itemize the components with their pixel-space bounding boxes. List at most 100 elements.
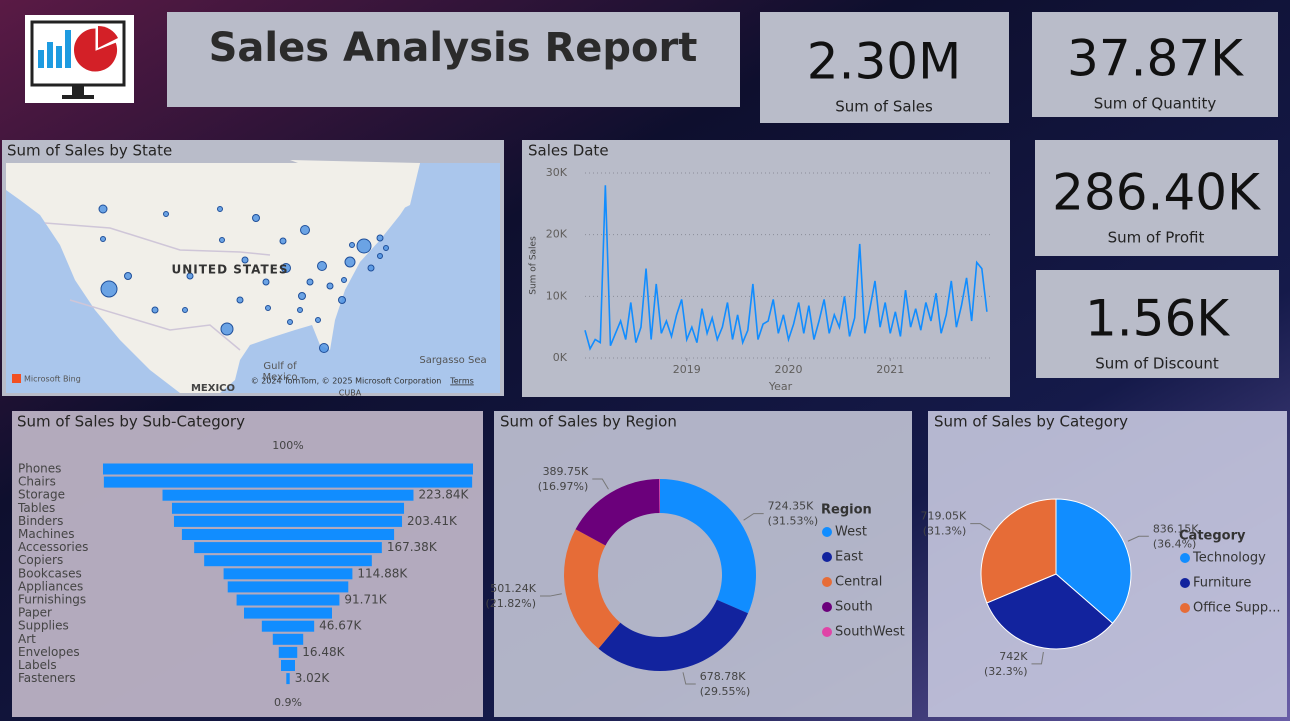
x-axis-title: Year (768, 380, 793, 393)
legend-swatch (822, 577, 832, 587)
map-label: CUBA (339, 389, 362, 398)
panel-title: Sum of Sales by Sub-Category (17, 413, 245, 431)
y-tick-label: 10K (546, 289, 568, 302)
slice (986, 573, 1114, 650)
kpi-value: 2.30M (807, 33, 961, 91)
data-label-percent: (32.3%) (984, 665, 1028, 678)
map-label: MEXICO (191, 383, 235, 394)
legend-title: Region (821, 503, 872, 518)
legend-swatch (1180, 553, 1190, 563)
slice (598, 599, 749, 671)
map-label: Gulf of (263, 361, 297, 372)
funnel-bar (278, 646, 298, 658)
category-label: Paper (18, 606, 52, 620)
category-label: Labels (18, 658, 57, 672)
leader-line (592, 478, 609, 490)
panel-title: Sum of Sales by State (7, 142, 172, 160)
map-label: Mexico (263, 372, 298, 383)
slice (660, 479, 757, 614)
category-label: Copiers (18, 553, 63, 567)
data-label-percent: (16.97%) (538, 480, 589, 493)
funnel-bar (244, 607, 332, 619)
legend-swatch (822, 552, 832, 562)
funnel-bar (223, 568, 353, 580)
kpi-card (1035, 140, 1278, 256)
sales-line (584, 185, 988, 351)
y-axis-title: Sum of Sales (529, 236, 539, 295)
slice (575, 479, 660, 546)
y-tick-label: 30K (546, 166, 568, 179)
category-label: Art (18, 632, 36, 646)
legend-label: East (835, 550, 863, 565)
kpi-label: Sum of Discount (1095, 355, 1219, 373)
category-label: Tables (17, 501, 55, 515)
kpi-value: 37.87K (1067, 30, 1244, 88)
slice (1055, 498, 1132, 624)
legend-label: South (835, 600, 873, 615)
x-tick-label: 2019 (673, 363, 701, 376)
data-label: 719.05K (921, 510, 967, 523)
kpi-label: Sum of Profit (1108, 229, 1205, 247)
funnel-bar (272, 633, 304, 645)
legend-label: Technology (1192, 551, 1266, 566)
data-label: 501.24K (490, 582, 536, 595)
y-tick-label: 20K (546, 228, 568, 241)
funnel-bar (162, 489, 414, 501)
funnel-top-label: 100% (272, 439, 303, 452)
slice (564, 529, 621, 649)
category-label: Binders (18, 514, 63, 528)
data-label-percent: (31.53%) (768, 515, 819, 528)
map-attribution: © 2024 TomTom, © 2025 Microsoft Corporat… (251, 377, 442, 386)
y-tick-label: 0K (553, 351, 568, 364)
kpi-card (1032, 12, 1278, 117)
kpi-label: Sum of Sales (835, 98, 933, 116)
category-label: Bookcases (18, 566, 82, 580)
funnel-bar (181, 529, 395, 540)
category-label: Furnishings (18, 593, 86, 607)
data-label: 167.38K (387, 540, 438, 554)
panel-title: Sum of Sales by Category (934, 413, 1128, 431)
kpi-card (1036, 270, 1279, 378)
data-label: 223.84K (418, 488, 469, 502)
category-label: Envelopes (18, 645, 80, 659)
funnel-bar (171, 502, 405, 514)
funnel-bottom-label: 0.9% (274, 696, 302, 709)
legend-label: Furniture (1193, 576, 1251, 591)
funnel-bar (173, 515, 403, 527)
legend-label: Central (835, 575, 882, 590)
leader-line (1127, 535, 1149, 542)
map-brand: Microsoft Bing (24, 375, 81, 384)
data-label: 203.41K (407, 514, 458, 528)
legend-swatch (822, 527, 832, 537)
category-label: Chairs (18, 475, 56, 489)
category-label: Accessories (18, 540, 88, 554)
legend-swatch (1180, 578, 1190, 588)
leader-line (743, 513, 764, 521)
panel-title: Sum of Sales by Region (500, 413, 677, 431)
panel-title: Sales Date (528, 142, 609, 160)
data-label: 678.78K (700, 670, 746, 683)
charts: Sum of Sales by Sub-Category 100% 0.9% Phon… (17, 142, 1280, 710)
funnel-bar (194, 542, 382, 554)
data-label: 114.88K (357, 566, 408, 580)
category-label: Phones (18, 462, 61, 476)
data-label: 836.15K (1153, 522, 1199, 535)
map-label: Sargasso Sea (419, 355, 486, 366)
slice (980, 498, 1057, 604)
category-label: Fasteners (18, 671, 76, 685)
kpi-value: 1.56K (1085, 290, 1230, 348)
map (6, 160, 500, 393)
data-label: 389.75K (543, 465, 589, 478)
data-label: 742K (999, 650, 1028, 663)
kpi-value: 286.40K (1052, 164, 1261, 222)
category-label: Storage (18, 488, 65, 502)
funnel-bar (103, 463, 473, 475)
funnel-bar (103, 476, 473, 488)
funnel-bar (286, 673, 290, 685)
map-terms[interactable]: Terms (449, 377, 474, 386)
data-label: 3.02K (295, 671, 331, 685)
data-label: 91.71K (344, 593, 387, 607)
leader-line (682, 672, 696, 685)
legend-label: SouthWest (835, 625, 905, 640)
